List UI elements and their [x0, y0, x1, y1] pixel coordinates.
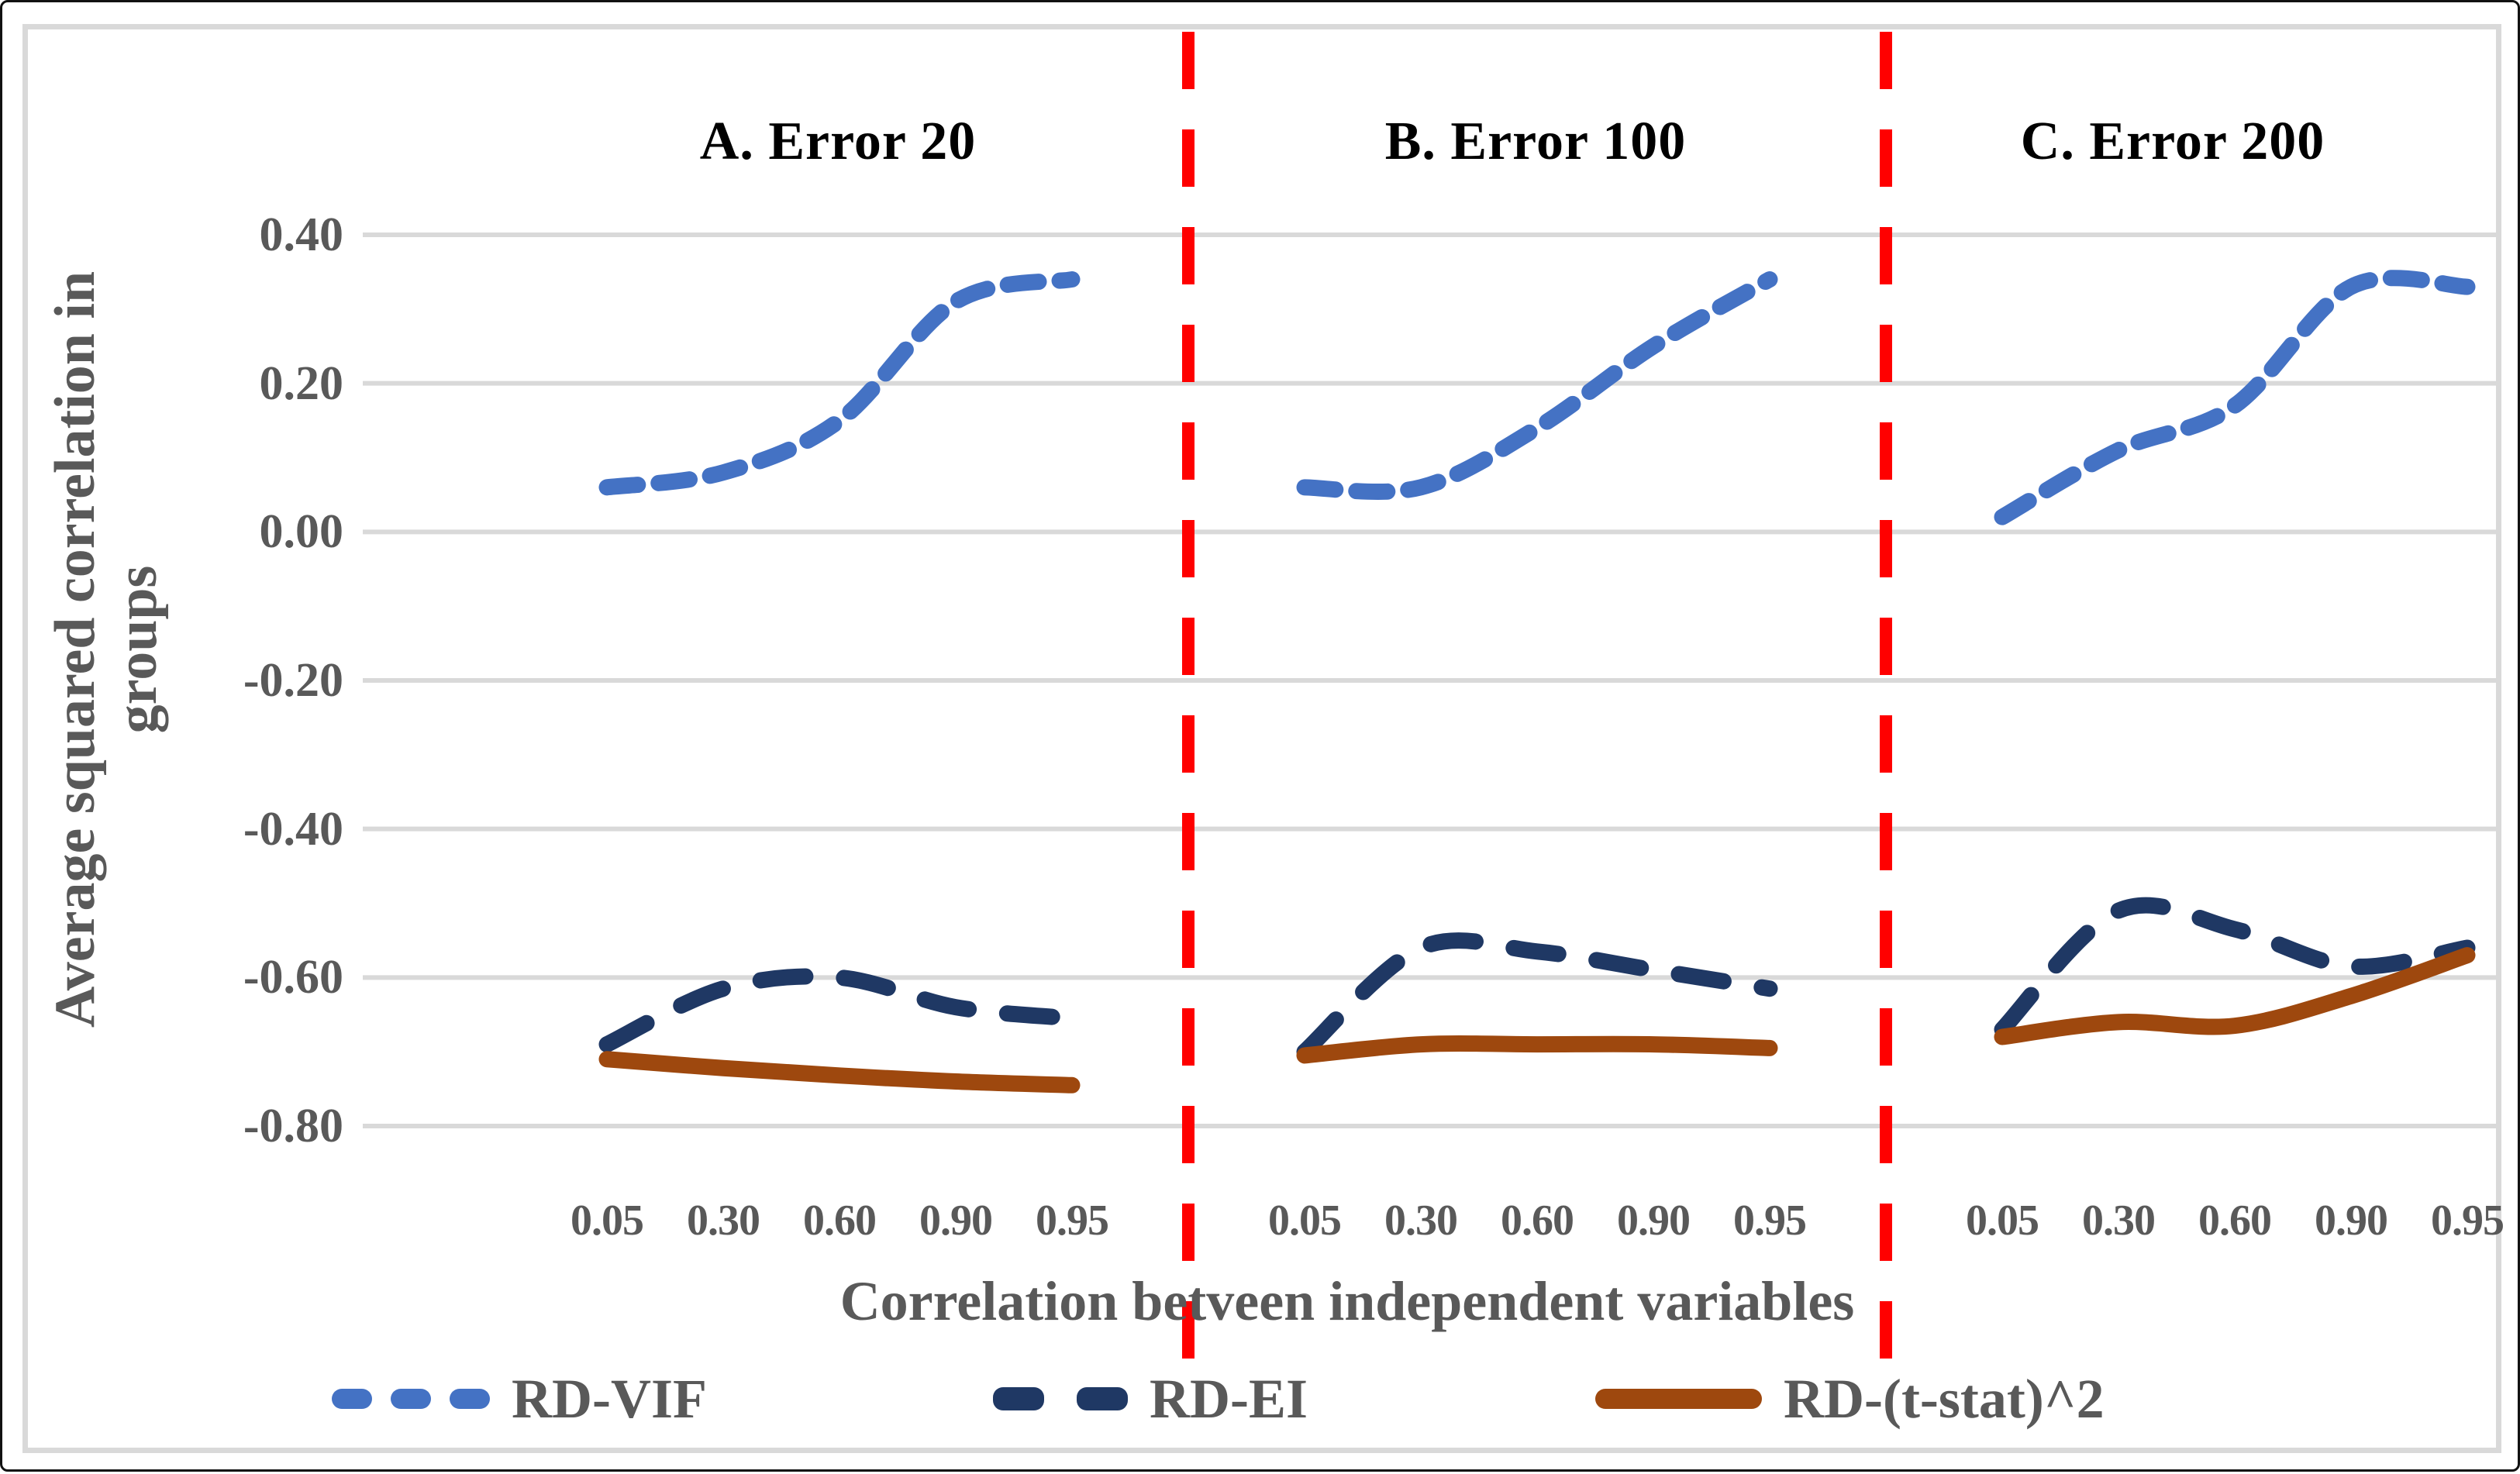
series-line-rd-(t-stat)^2-panel-2 [1296, 1035, 1778, 1064]
x-tick: 0.95 [1036, 1197, 1109, 1245]
x-tick: 0.60 [803, 1197, 877, 1245]
x-tick: 0.95 [1733, 1197, 1807, 1245]
x-tick: 0.90 [1617, 1197, 1691, 1245]
x-tick: 0.60 [2198, 1197, 2272, 1245]
y-axis-title-line1: Average squared correlation in [43, 270, 107, 1028]
y-tick-0.40: 0.40 [259, 208, 344, 261]
x-tick: 0.30 [687, 1197, 760, 1245]
y-tick-0.00: 0.00 [259, 505, 344, 558]
rd-ei-dashed-line-swatch [993, 1387, 1128, 1410]
legend-item-rd-ei: RD-EI [993, 1360, 1308, 1438]
x-tick-row-panel-a: 0.05 0.30 0.60 0.90 0.95 [549, 1196, 1130, 1245]
x-tick: 0.90 [2315, 1197, 2388, 1245]
x-tick: 0.05 [1268, 1197, 1342, 1245]
series-line-rd-vif-panel-3 [1994, 270, 2476, 525]
x-tick: 0.30 [1384, 1197, 1458, 1245]
series-line-rd-vif-panel-1 [598, 271, 1081, 496]
legend-label-rd-vif: RD-VIF [512, 1367, 707, 1430]
series-line-rd-ei-panel-3 [1994, 897, 2476, 1038]
y-tick--0.40: -0.40 [243, 803, 343, 856]
x-tick: 0.60 [1501, 1197, 1574, 1245]
legend-label-rd-tstat: RD-(t-stat)^2 [1784, 1367, 2105, 1430]
legend-label-rd-ei: RD-EI [1150, 1367, 1308, 1430]
x-tick-row-panel-b: 0.05 0.30 0.60 0.90 0.95 [1246, 1196, 1828, 1245]
x-axis-title: Correlation betveen independent variable… [839, 1270, 1855, 1332]
series-line-rd-ei-panel-2 [1296, 932, 1778, 1060]
rd-vif-dashed-line-swatch [332, 1389, 490, 1409]
y-tick-0.20: 0.20 [259, 357, 344, 410]
x-tick: 0.95 [2431, 1197, 2504, 1245]
y-tick--0.20: -0.20 [243, 654, 343, 707]
series-line-rd-ei-panel-1 [598, 968, 1081, 1053]
panel-title-c: C. Error 200 [2020, 112, 2325, 171]
x-tick: 0.30 [2082, 1197, 2156, 1245]
y-tick--0.60: -0.60 [243, 951, 343, 1004]
panel-title-b: B. Error 100 [1384, 112, 1687, 171]
panel-title-a: A. Error 20 [699, 112, 977, 171]
x-tick: 0.05 [1966, 1197, 2039, 1245]
legend-item-rd-tstat: RD-(t-stat)^2 [1595, 1360, 2105, 1438]
series-line-rd-(t-stat)^2-panel-1 [598, 1051, 1081, 1093]
series-line-rd-(t-stat)^2-panel-3 [1994, 947, 2476, 1045]
y-tick--0.80: -0.80 [243, 1100, 343, 1152]
rd-tstat-solid-line-swatch [1595, 1389, 1762, 1409]
x-tick-row-panel-c: 0.05 0.30 0.60 0.90 0.95 [1944, 1196, 2520, 1245]
x-tick: 0.90 [919, 1197, 993, 1245]
x-tick: 0.05 [571, 1197, 644, 1245]
series-line-rd-vif-panel-2 [1296, 271, 1778, 500]
legend-item-rd-vif: RD-VIF [332, 1360, 707, 1438]
